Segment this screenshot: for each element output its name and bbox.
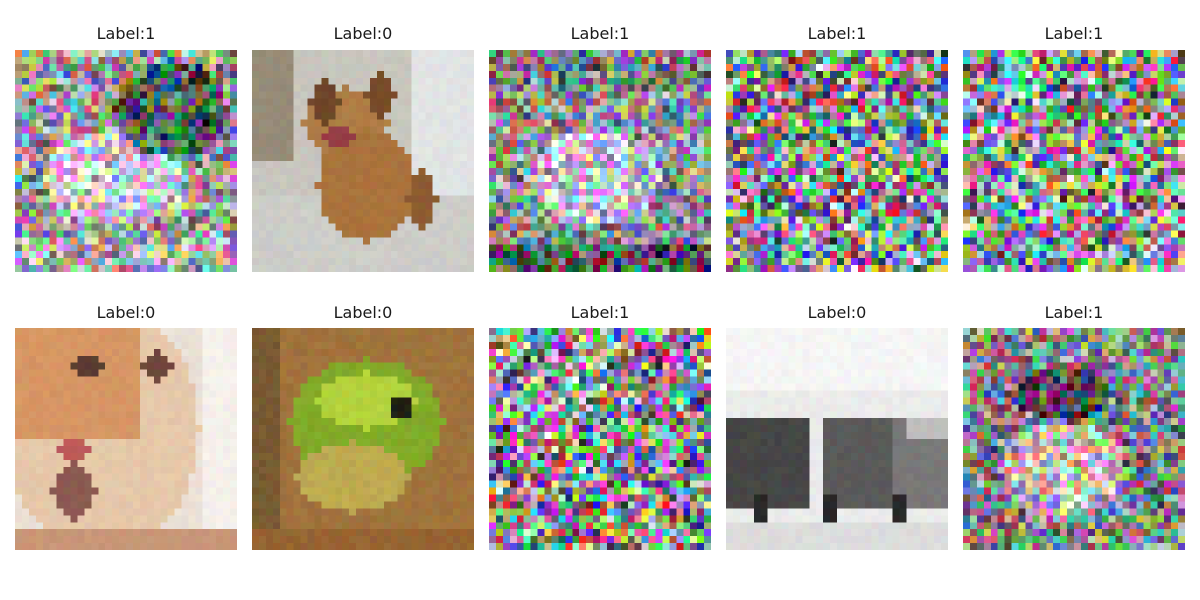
image-label: Label:1 xyxy=(570,24,630,43)
dog-image xyxy=(252,50,474,272)
image-label: Label:0 xyxy=(96,303,156,322)
noise-image xyxy=(963,50,1185,272)
image-label: Label:0 xyxy=(807,303,867,322)
image-label: Label:1 xyxy=(1044,303,1104,322)
truck-image xyxy=(726,328,948,550)
cat-image xyxy=(15,328,237,550)
noise-image xyxy=(489,328,711,550)
noisy-image xyxy=(15,50,237,272)
image-label: Label:1 xyxy=(570,303,630,322)
noisy-image xyxy=(489,50,711,272)
image-label: Label:0 xyxy=(333,303,393,322)
image-label: Label:1 xyxy=(807,24,867,43)
frog-image xyxy=(252,328,474,550)
image-label: Label:1 xyxy=(96,24,156,43)
noise-image xyxy=(726,50,948,272)
image-label: Label:0 xyxy=(333,24,393,43)
image-label: Label:1 xyxy=(1044,24,1104,43)
noisy-image xyxy=(963,328,1185,550)
